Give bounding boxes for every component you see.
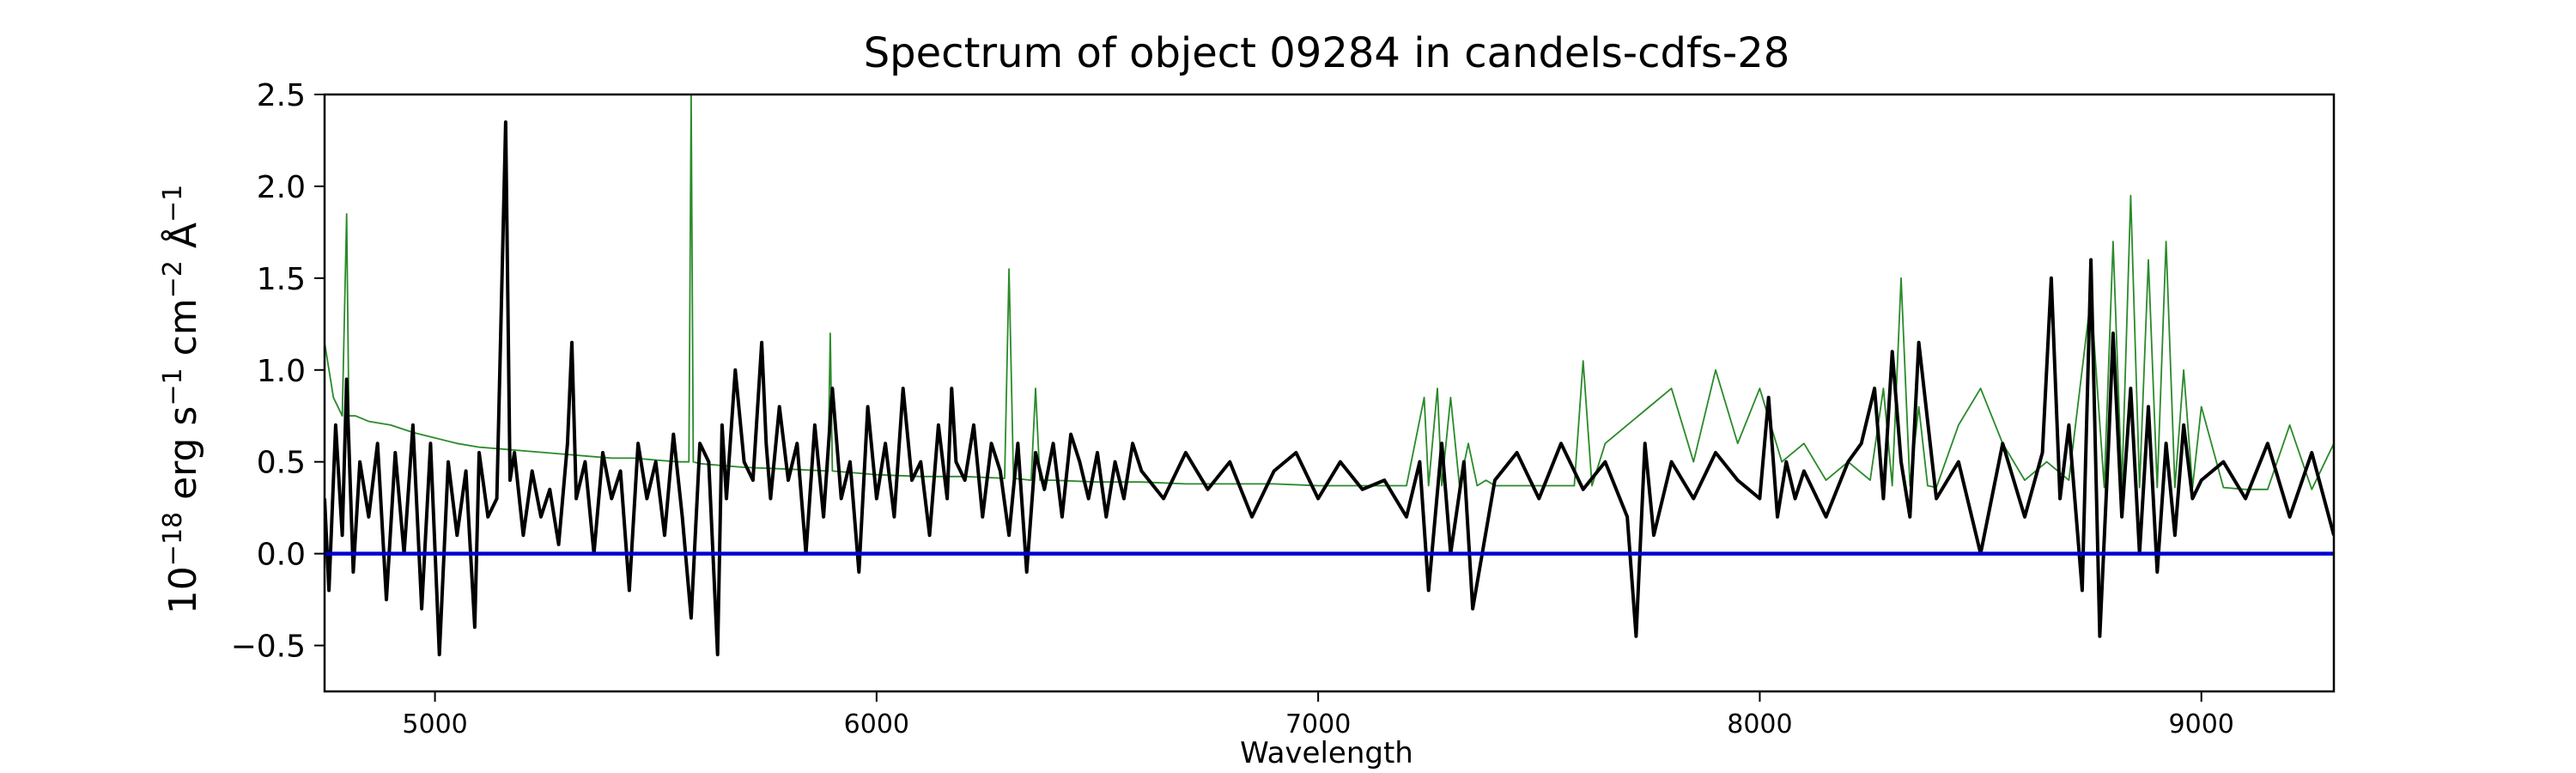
x-axis-label: Wavelength [1240,736,1413,770]
y-tick-label: 1.5 [257,262,306,297]
y-tick-label: 2.0 [257,170,306,205]
series-layer [325,94,2334,657]
y-axis-label: 10−18 erg s−1 cm−2 Å−1 [158,185,206,614]
x-tick-label: 7000 [1285,709,1351,740]
y-tick-label: −0.5 [231,630,306,665]
ylabel-unit-2: Å [160,222,205,260]
ylabel-unit-1: cm [161,298,205,368]
ylabel-base: 10 [161,566,205,614]
svg-text:10−18 erg s−1 cm−2 Å−1: 10−18 erg s−1 cm−2 Å−1 [158,185,206,614]
y-tick-label: 1.0 [257,354,306,389]
x-tick-label: 9000 [2169,709,2234,740]
ylabel-unit-sup-2: −1 [158,185,188,222]
y-tick-label: 0.5 [257,446,306,481]
x-tick-label: 6000 [844,709,909,740]
ylabel-unit-0: erg s [161,406,205,512]
series-flux-line [325,120,2334,657]
ylabel-unit-sup-1: −2 [158,260,188,298]
plot-frame [323,93,2336,693]
x-tick-label: 5000 [402,709,467,740]
series-model-line [325,94,2334,490]
ylabel-unit-sup-0: −1 [158,368,188,405]
y-tick-label: 0.0 [257,538,306,573]
x-ticks: 5000 6000 7000 8000 9000 [402,691,2234,740]
y-ticks: −0.5 0.0 0.5 1.0 1.5 2.0 2.5 [231,78,325,665]
chart-title: Spectrum of object 09284 in candels-cdfs… [864,29,1790,77]
ylabel-exp: −18 [158,512,188,566]
y-tick-label: 2.5 [257,78,306,113]
x-tick-label: 8000 [1727,709,1792,740]
